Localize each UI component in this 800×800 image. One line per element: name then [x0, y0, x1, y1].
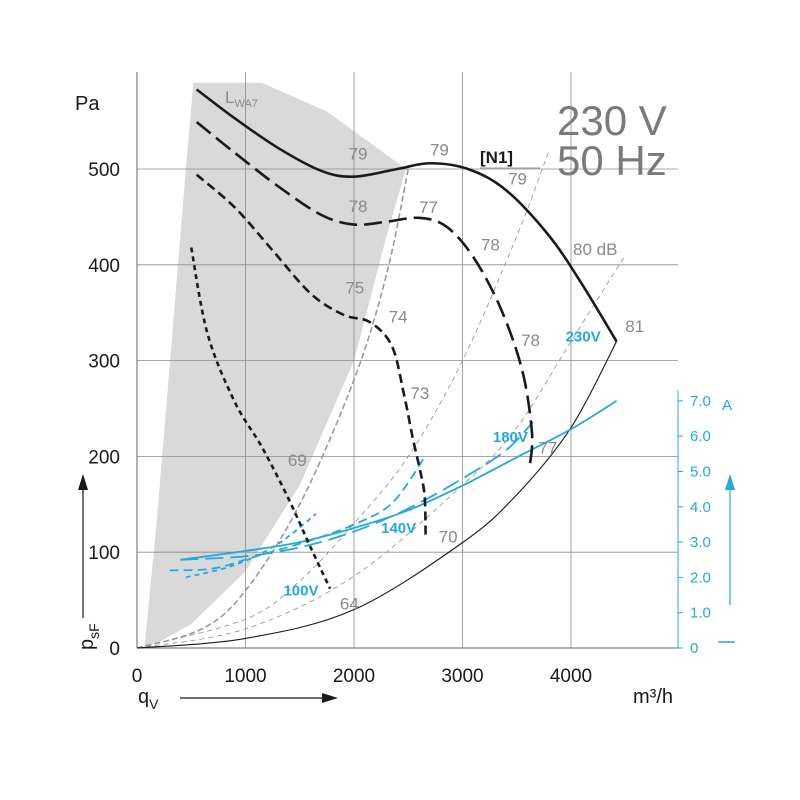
y-unit-label: Pa — [75, 93, 100, 115]
system-curves-layer — [136, 149, 626, 649]
voltage-label-100V: 100V — [283, 582, 318, 599]
db-annotation-4: 77 — [419, 198, 438, 217]
voltage-header: 230 V — [557, 97, 667, 144]
db-annotation-11: 77 — [538, 439, 557, 458]
lwa-main: L — [225, 88, 234, 107]
shaded-region-layer — [144, 82, 407, 647]
db-annotation-8: 78 — [521, 331, 540, 350]
shaded-region — [144, 82, 407, 647]
y2-tick-label-1: 1.0 — [690, 605, 711, 622]
pressure-curve-100V — [189, 247, 332, 590]
current-curve-140V — [169, 456, 426, 572]
db-annotation-5: 78 — [481, 235, 500, 254]
x-tick-label-4: 4000 — [550, 666, 592, 687]
db-annotation-9: 81 — [625, 317, 644, 336]
y2-axis-arrow-head — [725, 474, 735, 490]
y-axis-label-sub: sF — [86, 623, 102, 639]
db-annotation-6: 75 — [345, 279, 364, 298]
system-curve-1 — [136, 149, 550, 649]
voltage-label-140V: 140V — [381, 520, 416, 537]
y-axis-label-main: p — [76, 639, 98, 650]
y-tick-label-0: 0 — [109, 639, 120, 660]
y2-tick-label-7: 7.0 — [690, 393, 711, 410]
db-annotation-13: 70 — [439, 528, 458, 547]
voltage-label-230V: 230V — [566, 328, 601, 345]
db-unit-label: 80 dB — [573, 240, 617, 259]
current-curve-180V — [180, 421, 534, 561]
lwa-label: LWA7 — [225, 88, 258, 110]
y-tick-label-1: 100 — [88, 543, 120, 564]
voltage-label-180V: 180V — [493, 429, 528, 446]
db-annotation-1: 79 — [430, 141, 449, 160]
pressure-curve-230V — [195, 88, 618, 343]
annotations-layer: 79 79 79 78 77 78 75 74 78 81 73 77 69 70 64 230V 180V 14… — [283, 141, 644, 614]
current-curve-230V — [180, 400, 618, 561]
db-annotation-0: 79 — [349, 144, 368, 163]
y2-tick-label-6: 6.0 — [690, 428, 711, 445]
db-annotation-3: 78 — [349, 197, 368, 216]
y-tick-label-2: 200 — [88, 447, 120, 468]
tick-labels-layer: 0 1000 2000 3000 4000 0 100 200 300 400 500 0 1.0 2.0… — [88, 160, 711, 687]
y-axis-arrow-head — [78, 474, 88, 490]
db-annotation-12: 69 — [288, 451, 307, 470]
x-tick-label-1: 1000 — [224, 666, 266, 687]
x-tick-label-3: 3000 — [441, 666, 483, 687]
y2-tick-label-3: 3.0 — [690, 534, 711, 551]
x-axis-label-main: q — [138, 686, 149, 708]
system-curve-3 — [136, 341, 618, 649]
y-axis-label-group: psF — [76, 623, 102, 650]
y-tick-label-5: 500 — [88, 160, 120, 181]
lwa-sub: WA7 — [234, 98, 257, 110]
pressure-curves-layer — [189, 88, 618, 590]
pressure-curve-180V — [195, 121, 534, 467]
db-annotation-14: 64 — [340, 595, 359, 614]
x-axis-label: qV — [138, 686, 159, 712]
x-tick-label-0: 0 — [132, 666, 143, 687]
x-tick-label-2: 2000 — [333, 666, 375, 687]
db-annotation-2: 79 — [508, 169, 527, 188]
pressure-curve-140V — [195, 173, 427, 535]
model-label: [N1] — [480, 148, 513, 167]
current-curves-layer — [169, 400, 618, 579]
db-annotation-10: 73 — [410, 384, 429, 403]
y-tick-label-3: 300 — [88, 352, 120, 373]
x-axis-label-sub: V — [149, 696, 159, 712]
y2-tick-label-5: 5.0 — [690, 464, 711, 481]
frequency-header: 50 Hz — [557, 137, 667, 184]
y2-tick-label-2: 2.0 — [690, 569, 711, 586]
y-tick-label-4: 400 — [88, 256, 120, 277]
system-curve-2 — [136, 254, 626, 649]
y-axis-label: psF — [76, 623, 102, 650]
x-unit-label: m³/h — [633, 686, 673, 708]
x-axis-arrow-head — [322, 693, 338, 703]
db-annotation-7: 74 — [389, 307, 408, 326]
y2-tick-label-0: 0 — [690, 640, 698, 657]
y2-unit-label: A — [722, 397, 732, 414]
current-curve-100V — [185, 513, 317, 579]
y2-tick-label-4: 4.0 — [690, 499, 711, 516]
